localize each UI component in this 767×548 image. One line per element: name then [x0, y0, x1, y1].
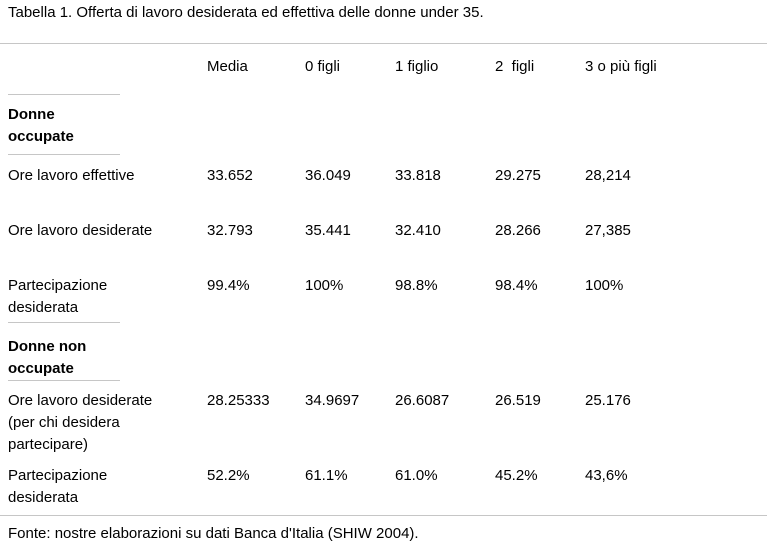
header-cell-2-figli: 2 figli	[495, 58, 535, 75]
table-row-ore-lavoro-effettive: Ore lavoro effettive 33.652 36.049 33.81…	[0, 155, 767, 210]
value-cell-2-figli: 45.2%	[495, 467, 538, 484]
section-header-donne-non-occupate: Donne non occupate	[8, 322, 120, 381]
table-row-ore-lavoro-desiderate-occupate: Ore lavoro desiderate 32.793 35.441 32.4…	[0, 210, 767, 265]
section-header-donne-occupate: Donne occupate	[8, 94, 120, 155]
value-cell-3-o-piu-figli: 28,214	[585, 167, 631, 184]
table-header-row: Media 0 figli 1 figlio 2 figli 3 o più f…	[0, 44, 767, 92]
value-cell-1-figlio: 26.6087	[395, 392, 450, 409]
value-cell-2-figli: 29.275	[495, 167, 541, 184]
value-cell-1-figlio: 61.0%	[395, 467, 438, 484]
value-cell-0-figli: 100%	[305, 277, 344, 294]
header-cell-1-figlio: 1 figlio	[395, 58, 439, 75]
value-cell-0-figli: 35.441	[305, 222, 351, 239]
value-cell-media: 32.793	[207, 222, 253, 239]
value-cell-media: 99.4%	[207, 277, 250, 294]
value-cell-3-o-piu-figli: 25.176	[585, 392, 631, 409]
header-cell-0-figli: 0 figli	[305, 58, 341, 75]
value-cell-media: 28.25333	[207, 392, 270, 409]
value-cell-0-figli: 34.9697	[305, 392, 360, 409]
row-label-ore-lavoro-desiderate-partecipare: Ore lavoro desiderate (per chi desidera …	[8, 392, 153, 453]
section-row-donne-non-occupate: Donne non occupate	[0, 321, 767, 381]
value-cell-1-figlio: 33.818	[395, 167, 441, 184]
table-row-partecipazione-desiderata-occupate: Partecipazione desiderata 99.4% 100% 98.…	[0, 265, 767, 321]
section-row-donne-occupate: Donne occupate	[0, 92, 767, 155]
table-caption: Tabella 1. Offerta di lavoro desiderata …	[8, 4, 484, 21]
value-cell-media: 52.2%	[207, 467, 250, 484]
value-cell-0-figli: 36.049	[305, 167, 351, 184]
value-cell-2-figli: 28.266	[495, 222, 541, 239]
header-cell-empty	[0, 44, 199, 92]
value-cell-2-figli: 98.4%	[495, 277, 538, 294]
value-cell-3-o-piu-figli: 43,6%	[585, 467, 628, 484]
row-label-partecipazione-desiderata: Partecipazione desiderata	[8, 277, 108, 316]
value-cell-0-figli: 61.1%	[305, 467, 348, 484]
value-cell-1-figlio: 32.410	[395, 222, 441, 239]
row-label-partecipazione-desiderata: Partecipazione desiderata	[8, 467, 108, 506]
row-label-ore-lavoro-effettive: Ore lavoro effettive	[8, 167, 135, 184]
value-cell-2-figli: 26.519	[495, 392, 541, 409]
header-cell-3-o-piu-figli: 3 o più figli	[585, 58, 657, 75]
table-row-partecipazione-desiderata-non-occupate: Partecipazione desiderata 52.2% 61.1% 61…	[0, 458, 767, 515]
header-cell-media: Media	[207, 58, 248, 75]
row-label-ore-lavoro-desiderate: Ore lavoro desiderate	[8, 222, 153, 239]
source-note: Fonte: nostre elaborazioni su dati Banca…	[8, 525, 419, 542]
table-row-ore-lavoro-desiderate-non-occupate: Ore lavoro desiderate (per chi desidera …	[0, 381, 767, 458]
data-table: Media 0 figli 1 figlio 2 figli 3 o più f…	[0, 43, 767, 516]
value-cell-media: 33.652	[207, 167, 253, 184]
value-cell-1-figlio: 98.8%	[395, 277, 438, 294]
value-cell-3-o-piu-figli: 27,385	[585, 222, 631, 239]
value-cell-3-o-piu-figli: 100%	[585, 277, 624, 294]
